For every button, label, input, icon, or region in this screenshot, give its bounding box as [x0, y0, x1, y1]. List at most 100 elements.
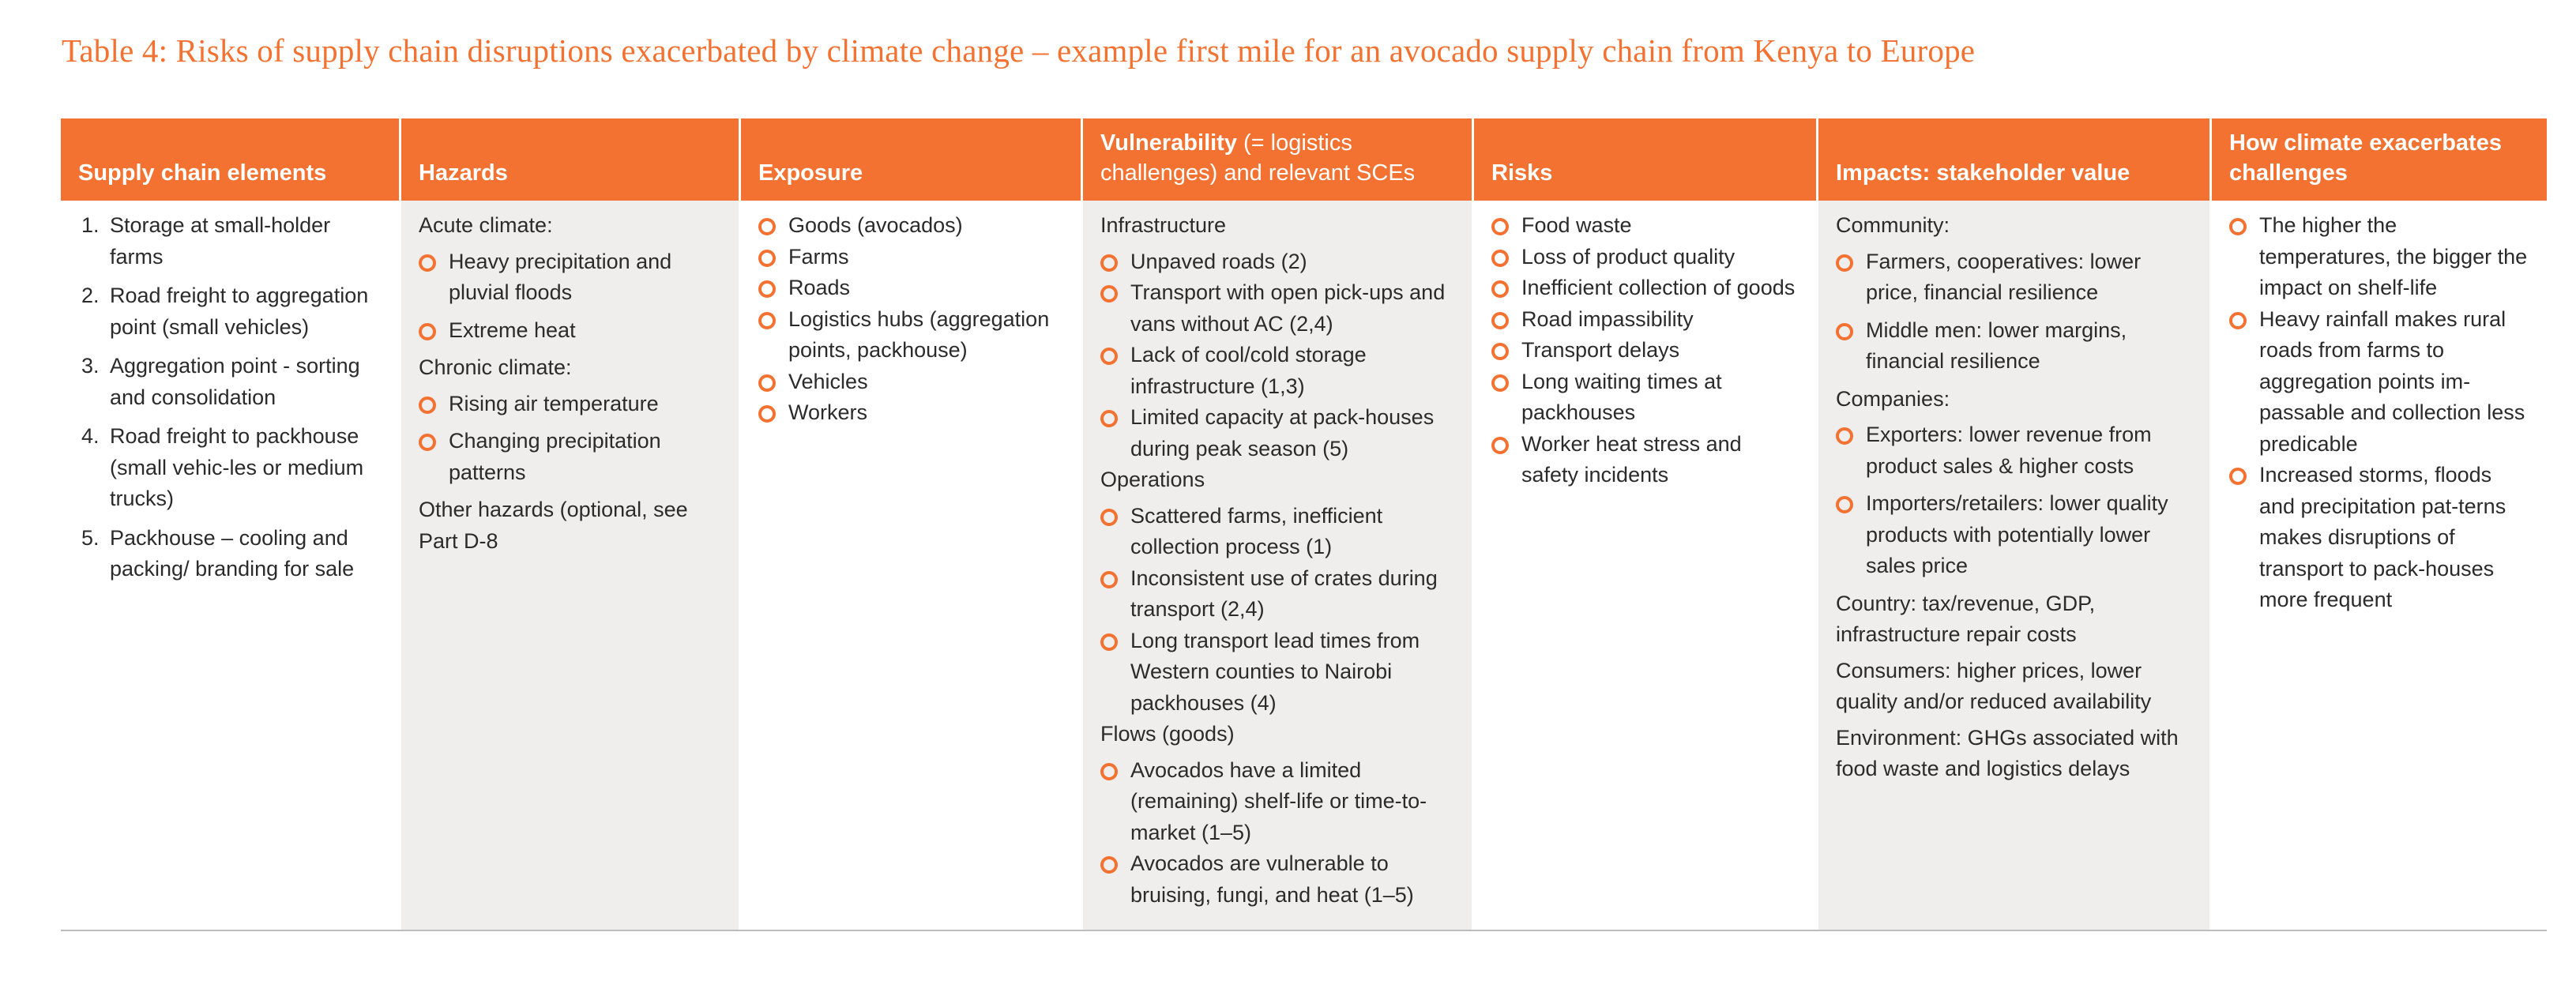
category-label: Acute climate:: [419, 213, 553, 237]
list-item-text: Extreme heat: [449, 318, 576, 342]
bullet-list: Exporters: lower revenue from product sa…: [1836, 419, 2195, 582]
orange-ring-bullet-icon: [1100, 410, 1118, 427]
list-item: Avocados have a limited (remaining) shel…: [1100, 755, 1457, 849]
list-item-text: Road impassibility: [1521, 306, 1694, 331]
list-item: Long waiting times at packhouses: [1491, 366, 1802, 429]
list-item-text: Limited capacity at pack-houses during p…: [1130, 405, 1435, 460]
list-item: Limited capacity at pack-houses during p…: [1100, 402, 1457, 464]
orange-ring-bullet-icon: [758, 405, 776, 423]
list-item-text: Avocados are vulnerable to bruising, fun…: [1130, 851, 1414, 907]
column-header-label: Risks: [1491, 160, 1553, 186]
list-item-text: Heavy rainfall makes rural roads from fa…: [2259, 306, 2525, 456]
column-header: Risks: [1474, 118, 1816, 201]
list-item: Rising air temperature: [419, 389, 724, 420]
bullet-list: Scattered farms, inefficient collection …: [1100, 501, 1457, 720]
column-header: Vulnerability (= logistics challenges) a…: [1083, 118, 1472, 201]
category-label: Environment: GHGs associated with food w…: [1836, 725, 2179, 781]
category-label: Consumers: higher prices, lower quality …: [1836, 658, 2152, 714]
orange-ring-bullet-icon: [419, 396, 436, 414]
orange-ring-bullet-icon: [1836, 322, 1853, 340]
list-item-text: Exporters: lower revenue from product sa…: [1866, 423, 2152, 478]
numbered-item: 5. Packhouse – cooling and packing/ brand…: [78, 523, 385, 585]
list-item: Scattered farms, inefficient collection …: [1100, 501, 1457, 563]
numbered-item: 1. Storage at small-holder farms: [78, 210, 385, 272]
orange-ring-bullet-icon: [1100, 285, 1118, 303]
column-header-label: Vulnerability (= logistics challenges) a…: [1100, 128, 1454, 188]
item-number: 5.: [81, 525, 100, 550]
column-header-sublabel: (= logistics challenges) and relevant SC…: [1100, 130, 1416, 186]
column-body: The higher the temperatures, the bigger …: [2212, 201, 2547, 930]
list-item-text: Inconsistent use of crates during transp…: [1130, 566, 1438, 622]
orange-ring-bullet-icon: [1491, 280, 1509, 298]
bullet-list: Food waste Loss of product quality Ineffic…: [1491, 210, 1802, 491]
column-header-bold: Vulnerability: [1100, 130, 1237, 156]
category-label: Infrastructure: [1100, 213, 1227, 237]
list-item-text: Rising air temperature: [449, 391, 659, 415]
list-item-text: Heavy precipitation and pluvial floods: [449, 249, 672, 305]
numbered-item: 3. Aggregation point - sorting and consol…: [78, 351, 385, 413]
column-header-label: How climate exacerbates challenges: [2229, 130, 2502, 186]
list-item-text: Lack of cool/cold storage infrastructure…: [1130, 343, 1367, 398]
orange-ring-bullet-icon: [758, 280, 776, 298]
orange-ring-bullet-icon: [758, 218, 776, 235]
table-column: Exposure Goods (avocados) Farms Roads Logist…: [741, 118, 1083, 930]
numbered-item: 4. Road freight to packhouse (small vehic…: [78, 421, 385, 515]
column-header: Impacts: stakeholder value: [1818, 118, 2209, 201]
category-label: Companies:: [1836, 386, 1950, 411]
list-item: Changing precipitation patterns: [419, 426, 724, 488]
column-header-label: Exposure: [758, 160, 863, 186]
table-title: Table 4: Risks of supply chain disruptio…: [62, 32, 1976, 69]
list-item-text: Unpaved roads (2): [1130, 249, 1307, 273]
table-column: How climate exacerbates challenges The hi…: [2212, 118, 2547, 930]
bullet-list: Heavy precipitation and pluvial floods Ex…: [419, 246, 724, 347]
list-item: Lack of cool/cold storage infrastructure…: [1100, 340, 1457, 402]
list-item-text: Logistics hubs (aggregation points, pack…: [788, 306, 1050, 363]
list-item-text: Roads: [788, 276, 851, 299]
list-item: Avocados are vulnerable to bruising, fun…: [1100, 848, 1457, 911]
list-item-text: Increased storms, floods and precipitati…: [2259, 463, 2506, 611]
column-body: Community: Farmers, cooperatives: lower p…: [1818, 201, 2209, 930]
column-header: How climate exacerbates challenges: [2212, 118, 2547, 201]
numbered-list: 1. Storage at small-holder farms 2. Road fr…: [78, 210, 385, 585]
item-number: 3.: [81, 354, 100, 378]
item-text: Packhouse – cooling and packing/ brandin…: [110, 525, 355, 581]
list-item: Heavy rainfall makes rural roads from fa…: [2229, 304, 2533, 460]
list-item: Food waste: [1491, 210, 1802, 242]
bullet-list: Avocados have a limited (remaining) shel…: [1100, 755, 1457, 911]
orange-ring-bullet-icon: [1100, 508, 1118, 526]
orange-ring-bullet-icon: [419, 254, 436, 272]
list-item: Heavy precipitation and pluvial floods: [419, 246, 724, 309]
bullet-list: Farmers, cooperatives: lower price, fina…: [1836, 246, 2195, 378]
orange-ring-bullet-icon: [1100, 856, 1118, 874]
column-body: Goods (avocados) Farms Roads Logistics hubs…: [741, 201, 1081, 930]
numbered-item: 2. Road freight to aggregation point (sma…: [78, 280, 385, 343]
list-item: Extreme heat: [419, 315, 724, 347]
list-item: Logistics hubs (aggregation points, pack…: [758, 304, 1066, 366]
orange-ring-bullet-icon: [758, 311, 776, 329]
column-header-label: Supply chain elements: [78, 160, 327, 186]
bullet-list: Rising air temperature Changing precipita…: [419, 389, 724, 489]
list-item: Inefficient collection of goods: [1491, 272, 1802, 304]
list-item: Vehicles: [758, 366, 1066, 398]
list-item-text: Workers: [788, 400, 868, 424]
list-item-text: Long transport lead times from Western c…: [1130, 628, 1420, 715]
item-text: Road freight to aggregation point (small…: [110, 284, 369, 339]
bullet-list: Goods (avocados) Farms Roads Logistics hubs…: [758, 210, 1066, 429]
column-body: Food waste Loss of product quality Ineffic…: [1474, 201, 1816, 930]
list-item: The higher the temperatures, the bigger …: [2229, 210, 2533, 304]
list-item-text: Transport delays: [1521, 338, 1680, 362]
table-column: Vulnerability (= logistics challenges) a…: [1083, 118, 1474, 930]
list-item-text: Middle men: lower margins, financial res…: [1866, 318, 2127, 374]
list-item: Loss of product quality: [1491, 242, 1802, 273]
list-item-text: Loss of product quality: [1521, 244, 1736, 269]
list-item-text: Avocados have a limited (remaining) shel…: [1130, 757, 1427, 844]
column-header: Hazards: [401, 118, 739, 201]
bullet-list: The higher the temperatures, the bigger …: [2229, 210, 2533, 616]
list-item: Road impassibility: [1491, 304, 1802, 336]
list-item: Farms: [758, 242, 1066, 273]
column-header-label: Hazards: [419, 160, 508, 186]
item-number: 1.: [81, 213, 100, 237]
orange-ring-bullet-icon: [1491, 249, 1509, 267]
list-item: Worker heat stress and safety incidents: [1491, 429, 1802, 491]
orange-ring-bullet-icon: [1491, 374, 1509, 392]
